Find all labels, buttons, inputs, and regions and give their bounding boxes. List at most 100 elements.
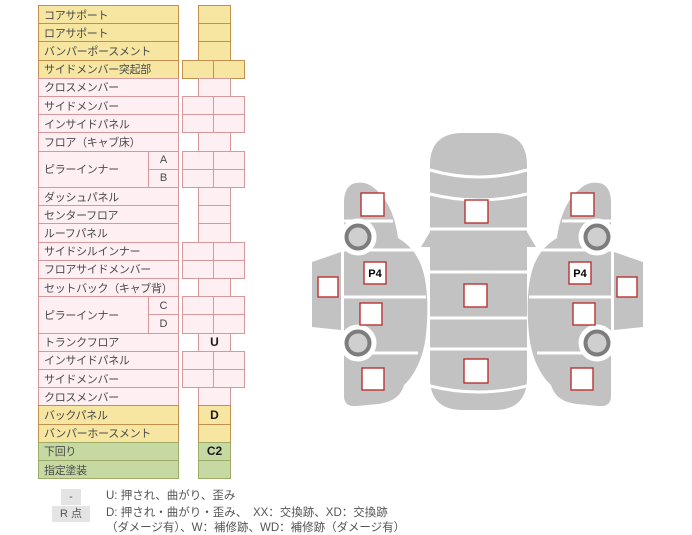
part-label: クロスメンバー [44,82,119,95]
left-door-marker[interactable] [317,276,339,298]
part-label: フロア（キャブ床） [44,136,141,149]
pillar-sub-label: A [148,150,179,170]
part-label: サイドシルインナー [44,246,141,259]
damage-cell[interactable] [213,96,245,116]
right-pillar-marker[interactable] [568,261,592,285]
part-name-cell: フロアサイドメンバー [38,259,179,279]
damage-cell[interactable] [182,296,214,316]
part-label: バックパネル [44,409,108,422]
damage-cell[interactable] [198,223,231,243]
damage-cell[interactable] [182,369,214,389]
marker-label: P4 [573,268,587,280]
damage-cell[interactable] [198,387,231,407]
part-label: ピラーインナー [44,164,119,177]
part-label: サイドメンバー突起部 [44,64,151,77]
left-rear-fender-marker[interactable] [361,367,385,391]
part-label: ロアサポート [44,27,109,40]
damage-cell[interactable] [182,241,214,261]
damage-cell[interactable] [198,187,231,207]
damage-cell[interactable] [182,314,214,334]
damage-cell[interactable] [213,59,245,79]
damage-cell[interactable] [213,150,245,170]
damage-cell[interactable] [198,23,231,43]
part-name-cell: クロスメンバー [38,77,179,97]
damage-cell[interactable] [182,259,214,279]
right-center-marker[interactable] [572,302,596,326]
damage-cell[interactable] [213,296,245,316]
damage-cell[interactable] [213,241,245,261]
damage-cell[interactable] [182,350,214,370]
left-side-view [312,182,428,407]
damage-cell[interactable] [213,314,245,334]
part-name-cell: ピラーインナー [38,150,149,188]
damage-cell[interactable] [182,168,214,188]
right-rear-fender-marker[interactable] [570,367,594,391]
part-label: サイドメンバー [44,100,119,113]
part-name-cell: インサイドパネル [38,114,179,134]
damage-cell[interactable] [213,259,245,279]
damage-cell[interactable] [198,132,231,152]
top-view [421,133,536,410]
pillar-sub-label: C [148,296,179,316]
part-label: ダッシュパネル [44,191,119,204]
legend: - U: 押され、曲がり、歪み R 点 D: 押され・曲がり・歪み、 XX：交換… [50,489,405,535]
left-mirror [421,232,430,247]
damage-cell[interactable] [198,5,231,25]
legend-key-rpoint: R 点 [52,506,90,522]
damage-cell[interactable] [198,460,231,480]
damage-cell[interactable] [213,369,245,389]
damage-cell[interactable] [198,77,231,97]
damage-cell[interactable] [213,168,245,188]
right-front-fender-marker[interactable] [570,192,595,217]
legend-line-d-2: （ダメージ有）、W：補修跡、WD：補修跡（ダメージ有） [106,522,406,534]
part-name-cell: 下回り [38,441,179,461]
part-label: ピラーインナー [44,309,119,322]
side-body [344,182,428,407]
top-front-marker[interactable] [464,199,489,224]
damage-cell[interactable] [182,150,214,170]
part-label: クロスメンバー [44,391,119,404]
legend-key-dash: - [61,489,81,505]
part-name-cell: ダッシュパネル [38,187,179,207]
part-name-cell: ルーフパネル [38,223,179,243]
pillar-sub-label: B [148,168,179,188]
part-name-cell: セットバック（キャブ背） [38,278,179,298]
part-label: バンパーホースメント [44,428,151,441]
damage-cell[interactable] [198,423,231,443]
damage-cell[interactable] [182,96,214,116]
left-pillar-marker[interactable] [363,261,387,285]
legend-row-u: - U: 押され、曲がり、歪み [50,489,405,505]
top-rear-marker[interactable] [463,358,489,384]
damage-cell[interactable]: U [198,332,231,352]
parts-damage-table: コアサポート ロアサポート バンパーポースメント サイドメンバー突起部 クロスメンバーサ… [38,5,288,485]
left-front-fender-marker[interactable] [360,192,385,217]
rear-wheel [339,324,377,362]
part-label: インサイドパネル [44,118,130,131]
legend-line-d-1: D: 押され・曲がり・歪み、 XX：交換跡、XD：交換跡 [106,507,388,519]
damage-cell[interactable] [182,114,214,134]
part-name-cell: トランクフロア [38,332,179,352]
car-diagram: P4 P4 [312,133,692,410]
damage-cell[interactable] [213,114,245,134]
damage-cell[interactable]: D [198,405,231,425]
damage-cell[interactable] [213,350,245,370]
top-roof-marker[interactable] [463,283,488,308]
part-name-cell: クロスメンバー [38,387,179,407]
part-label: コアサポート [44,9,109,22]
part-label: 下回り [44,446,77,459]
right-door-marker[interactable] [616,276,638,298]
damage-cell[interactable] [182,59,214,79]
part-label: センターフロア [44,209,119,222]
part-name-cell: ロアサポート [38,23,179,43]
part-name-cell: サイドシルインナー [38,241,179,261]
left-center-marker[interactable] [359,302,383,326]
part-name-cell: サイドメンバー [38,369,179,389]
damage-cell[interactable]: C2 [198,441,231,461]
damage-cell[interactable] [198,205,231,225]
damage-cell[interactable] [198,278,231,298]
front-wheel [339,218,377,256]
damage-cell[interactable] [198,41,231,61]
part-label: ルーフパネル [44,227,108,240]
part-name-cell: センターフロア [38,205,179,225]
